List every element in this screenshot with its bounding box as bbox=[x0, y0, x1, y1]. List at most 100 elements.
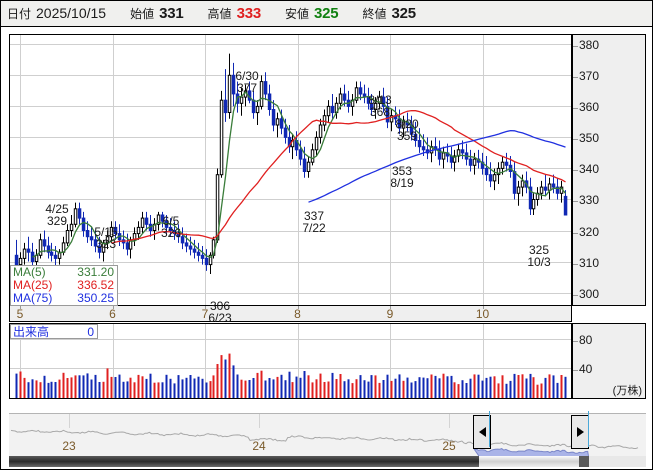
price-tick-380: 380 bbox=[573, 38, 599, 52]
scrollbar-track bbox=[9, 456, 646, 467]
annotation-low-5-15: 5/15 323 bbox=[94, 226, 117, 250]
selection-edge-right bbox=[588, 411, 589, 447]
volume-legend-label: 出来高 bbox=[13, 325, 50, 339]
quote-high-value: 333 bbox=[236, 5, 262, 22]
quote-high: 高値 333 bbox=[207, 5, 262, 22]
x-tick-5: 5 bbox=[16, 307, 24, 321]
annotation-low-7-22: 337 7/22 bbox=[302, 210, 325, 234]
volume-axis: (万株) 80 40 bbox=[572, 323, 646, 399]
navigator-tick-mark bbox=[69, 414, 70, 428]
ma75-label: MA(75) bbox=[13, 291, 53, 305]
annotation-low-6-23: 306 6/23 bbox=[208, 300, 231, 324]
ma5-label: MA(5) bbox=[13, 265, 46, 279]
range-navigator[interactable] bbox=[9, 413, 646, 458]
price-tick-310: 310 bbox=[573, 256, 599, 270]
tick-mark bbox=[573, 108, 578, 110]
volume-legend: 出来高 0 bbox=[10, 324, 98, 339]
annotation-date: 8/19 bbox=[390, 176, 414, 190]
tick-mark bbox=[573, 294, 578, 296]
x-tick-6: 6 bbox=[109, 307, 116, 321]
quote-close-label: 終値 bbox=[362, 7, 387, 21]
quote-close: 終値 325 bbox=[362, 5, 416, 22]
ma75-row: MA(75) 350.25 bbox=[11, 292, 117, 305]
annotation-date: 7/22 bbox=[302, 221, 326, 235]
left-arrow-icon bbox=[478, 427, 486, 437]
navigator-tick-24: 24 bbox=[252, 439, 266, 453]
annotation-date: 8/20 bbox=[395, 117, 419, 131]
price-axis: 380 370 360 350 340 330 320 310 300 bbox=[572, 34, 646, 306]
ma25-value: 336.52 bbox=[77, 278, 114, 292]
quote-close-value: 325 bbox=[391, 5, 416, 22]
x-tick-mark bbox=[390, 306, 391, 309]
quote-open: 始値 331 bbox=[130, 5, 184, 22]
tick-mark bbox=[573, 170, 578, 172]
quote-open-label: 始値 bbox=[130, 7, 155, 21]
price-tick-320: 320 bbox=[573, 225, 599, 239]
volume-plot bbox=[10, 324, 571, 398]
annotation-high-8-13: 8/13 368 bbox=[368, 94, 391, 118]
navigator-tick-mark bbox=[259, 414, 260, 428]
tick-mark bbox=[573, 370, 578, 372]
right-arrow-icon bbox=[576, 427, 584, 437]
annotation-price: 353 bbox=[391, 164, 413, 178]
tick-mark bbox=[573, 77, 578, 79]
quote-low: 安値 325 bbox=[285, 5, 339, 22]
price-tick-350: 350 bbox=[573, 131, 599, 145]
price-tick-360: 360 bbox=[573, 100, 599, 114]
quote-high-label: 高値 bbox=[207, 7, 232, 21]
tick-mark bbox=[573, 340, 578, 342]
quote-low-label: 安値 bbox=[285, 7, 310, 21]
x-tick-10: 10 bbox=[475, 307, 490, 321]
x-tick-mark bbox=[205, 306, 206, 309]
selection-edge-left bbox=[489, 411, 490, 447]
annotation-high-4-25: 4/25 329 bbox=[45, 203, 68, 227]
tick-mark bbox=[573, 46, 578, 48]
x-tick-7: 7 bbox=[201, 307, 209, 321]
quote-low-value: 325 bbox=[314, 5, 339, 22]
x-tick-9: 9 bbox=[386, 307, 394, 321]
x-tick-8: 8 bbox=[294, 307, 301, 321]
annotation-date: 6/23 bbox=[208, 311, 232, 325]
navigator-tick-23: 23 bbox=[62, 439, 76, 453]
annotation-price: 359 bbox=[396, 129, 418, 143]
quote-bar: 日付 2025/10/15 始値 331 高値 333 安値 325 終値 32… bbox=[1, 1, 652, 27]
annotation-date: 8/13 bbox=[368, 93, 392, 107]
annotation-high-6-30: 6/30 377 bbox=[235, 70, 258, 94]
annotation-low-10-3: 325 10/3 bbox=[527, 244, 550, 268]
ma25-row: MA(25) 336.52 bbox=[11, 279, 117, 292]
x-axis: 5 6 7 8 9 10 bbox=[9, 306, 572, 322]
x-tick-mark bbox=[113, 306, 114, 309]
ma25-label: MA(25) bbox=[13, 278, 53, 292]
annotation-price: 337 bbox=[303, 209, 325, 223]
volume-unit-label: (万株) bbox=[612, 385, 642, 397]
navigator-tick-25: 25 bbox=[442, 439, 456, 453]
navigator-scrollbar[interactable] bbox=[9, 456, 646, 467]
price-tick-330: 330 bbox=[573, 193, 599, 207]
navigator-right-handle[interactable] bbox=[571, 415, 589, 449]
tick-mark bbox=[573, 201, 578, 203]
quote-date: 日付 2025/10/15 bbox=[7, 5, 106, 22]
volume-chart-panel[interactable] bbox=[9, 323, 572, 399]
price-tick-370: 370 bbox=[573, 69, 599, 83]
annotation-date: 6/5 bbox=[162, 214, 180, 228]
tick-mark bbox=[573, 232, 578, 234]
navigator-left-handle[interactable] bbox=[473, 415, 491, 449]
ma5-value: 331.20 bbox=[77, 265, 114, 279]
tick-mark bbox=[573, 263, 578, 265]
navigator-overview-plot bbox=[9, 414, 646, 458]
annotation-price: 326 bbox=[160, 226, 182, 240]
annotation-price: 306 bbox=[209, 299, 231, 313]
annotation-date: 5/15 bbox=[94, 225, 118, 239]
quote-open-value: 331 bbox=[159, 5, 184, 22]
ma75-value: 350.25 bbox=[77, 291, 114, 305]
annotation-price: 368 bbox=[369, 105, 391, 119]
annotation-price: 377 bbox=[236, 81, 258, 95]
annotation-date: 6/30 bbox=[235, 69, 259, 83]
tick-mark bbox=[573, 139, 578, 141]
x-tick-mark bbox=[20, 306, 21, 309]
annotation-high-6-5: 6/5 326 bbox=[161, 215, 181, 239]
x-tick-mark bbox=[298, 306, 299, 309]
annotation-price: 325 bbox=[528, 243, 550, 257]
price-tick-300: 300 bbox=[573, 287, 599, 301]
x-tick-mark bbox=[483, 306, 484, 309]
